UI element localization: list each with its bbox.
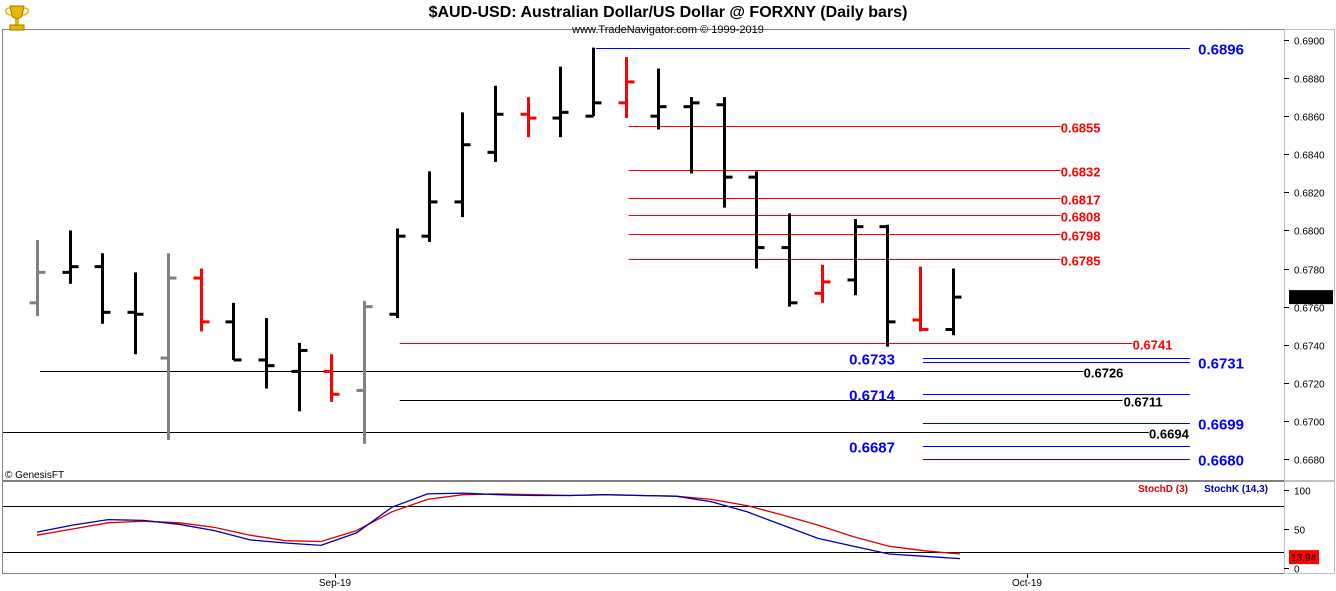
level-label-0.6741: 0.6741	[1133, 338, 1173, 353]
ohlc-bar	[650, 68, 667, 130]
last-stoch-label: 13.94	[1291, 553, 1316, 564]
stoch-line-k	[36, 492, 961, 560]
ohlc-bar	[585, 47, 602, 118]
ohlc-bar	[29, 239, 46, 317]
y-tick-label: 0.6740	[1294, 342, 1325, 353]
ohlc-bar	[618, 57, 635, 119]
y-tick-label: 0.6760	[1294, 304, 1325, 315]
y-tick-label: 0.6800	[1294, 227, 1325, 238]
date-axis: Sep-19 Oct-19	[319, 574, 1042, 589]
level-label-0.6817: 0.6817	[1061, 193, 1101, 208]
ohlc-bar	[716, 97, 733, 208]
y-tick-label: 0.6860	[1294, 113, 1325, 124]
y-tick-label: 0.6700	[1294, 418, 1325, 429]
level-label-0.6798: 0.6798	[1061, 229, 1101, 244]
last-price-label: 0.6765	[1292, 293, 1323, 304]
y-tick-label: 0.6820	[1294, 189, 1325, 200]
ohlc-bar	[127, 272, 144, 355]
ohlc-bar	[356, 300, 373, 444]
ohlc-bar	[225, 302, 242, 362]
level-label-0.6832: 0.6832	[1061, 165, 1101, 180]
ohlc-bar	[847, 219, 864, 296]
ohlc-bar	[258, 318, 275, 389]
ohlc-bar	[814, 264, 831, 303]
ohlc-bar	[879, 224, 896, 347]
stoch-axis-frame	[1284, 481, 1335, 574]
price-axis-frame	[1284, 29, 1335, 481]
chart-subtitle: www.TradeNavigator.com © 1999-2019	[571, 24, 764, 36]
level-label-0.6808: 0.6808	[1061, 210, 1101, 225]
level-label-0.6694: 0.6694	[1149, 427, 1190, 442]
ohlc-bar	[160, 253, 177, 440]
ohlc-bar	[552, 66, 569, 138]
last-stoch-box	[1289, 550, 1319, 565]
ohlc-bar	[683, 97, 700, 174]
ohlc-bar	[912, 266, 929, 332]
x-tick-label: Sep-19	[319, 578, 352, 589]
ohlc-bar	[945, 268, 962, 336]
legend-stoch-d: StochD (3)	[1138, 484, 1188, 495]
level-label-0.6687: 0.6687	[849, 440, 895, 457]
level-label-0.6699: 0.6699	[1198, 417, 1244, 434]
stoch-tick-label: 0	[1294, 565, 1300, 576]
ohlc-bar	[323, 354, 340, 402]
legend-stoch-k: StochK (14,3)	[1204, 484, 1268, 495]
ohlc-bar	[389, 228, 406, 319]
level-label-0.6714: 0.6714	[849, 388, 896, 405]
copyright-label: © GenesisFT	[5, 470, 64, 481]
ohlc-bar	[520, 97, 537, 138]
level-label-0.6733: 0.6733	[849, 352, 895, 369]
y-tick-label: 0.6840	[1294, 151, 1325, 162]
y-tick-label: 0.6900	[1294, 37, 1325, 48]
support-resistance-levels: 0.6896 0.6855 0.6832 0.6817 0.6808 0.6798 0.67…	[3, 42, 1244, 470]
price-axis: 0.6900 0.6880 0.6860 0.6840 0.6820 0.6800 0.67…	[1284, 37, 1333, 467]
level-label-0.6726: 0.6726	[1084, 366, 1124, 381]
y-tick-label: 0.6780	[1294, 266, 1325, 277]
ohlc-bar	[487, 85, 504, 162]
ohlc-bars	[29, 47, 962, 444]
trophy-icon	[5, 5, 29, 31]
level-label-0.6680: 0.6680	[1198, 453, 1244, 470]
x-tick-label: Oct-19	[1012, 578, 1042, 589]
stoch-tick-label: 100	[1294, 487, 1311, 498]
level-label-0.6785: 0.6785	[1061, 254, 1101, 269]
ohlc-bar	[454, 112, 471, 218]
ohlc-bar	[94, 253, 111, 324]
chart-title: $AUD-USD: Australian Dollar/US Dollar @ …	[429, 4, 908, 21]
last-price-box	[1289, 290, 1333, 305]
y-tick-label: 0.6880	[1294, 75, 1325, 86]
level-label-0.6731: 0.6731	[1198, 356, 1244, 373]
y-tick-label: 0.6680	[1294, 456, 1325, 467]
stoch-line-d	[36, 493, 961, 555]
ohlc-bar	[291, 342, 308, 412]
ohlc-bar	[62, 230, 79, 284]
ohlc-bar	[748, 171, 765, 269]
level-label-0.6711: 0.6711	[1124, 395, 1163, 410]
ohlc-bar	[193, 268, 210, 332]
level-label-0.6855: 0.6855	[1061, 121, 1101, 136]
level-label-0.6896: 0.6896	[1198, 42, 1244, 59]
ohlc-bar	[781, 213, 798, 307]
ohlc-bar	[421, 171, 438, 242]
stochastic-panel: StochD (3) StochK (14,3) 100 50 013.94	[3, 484, 1319, 576]
y-tick-label: 0.6720	[1294, 380, 1325, 391]
stoch-tick-label: 50	[1294, 526, 1306, 537]
